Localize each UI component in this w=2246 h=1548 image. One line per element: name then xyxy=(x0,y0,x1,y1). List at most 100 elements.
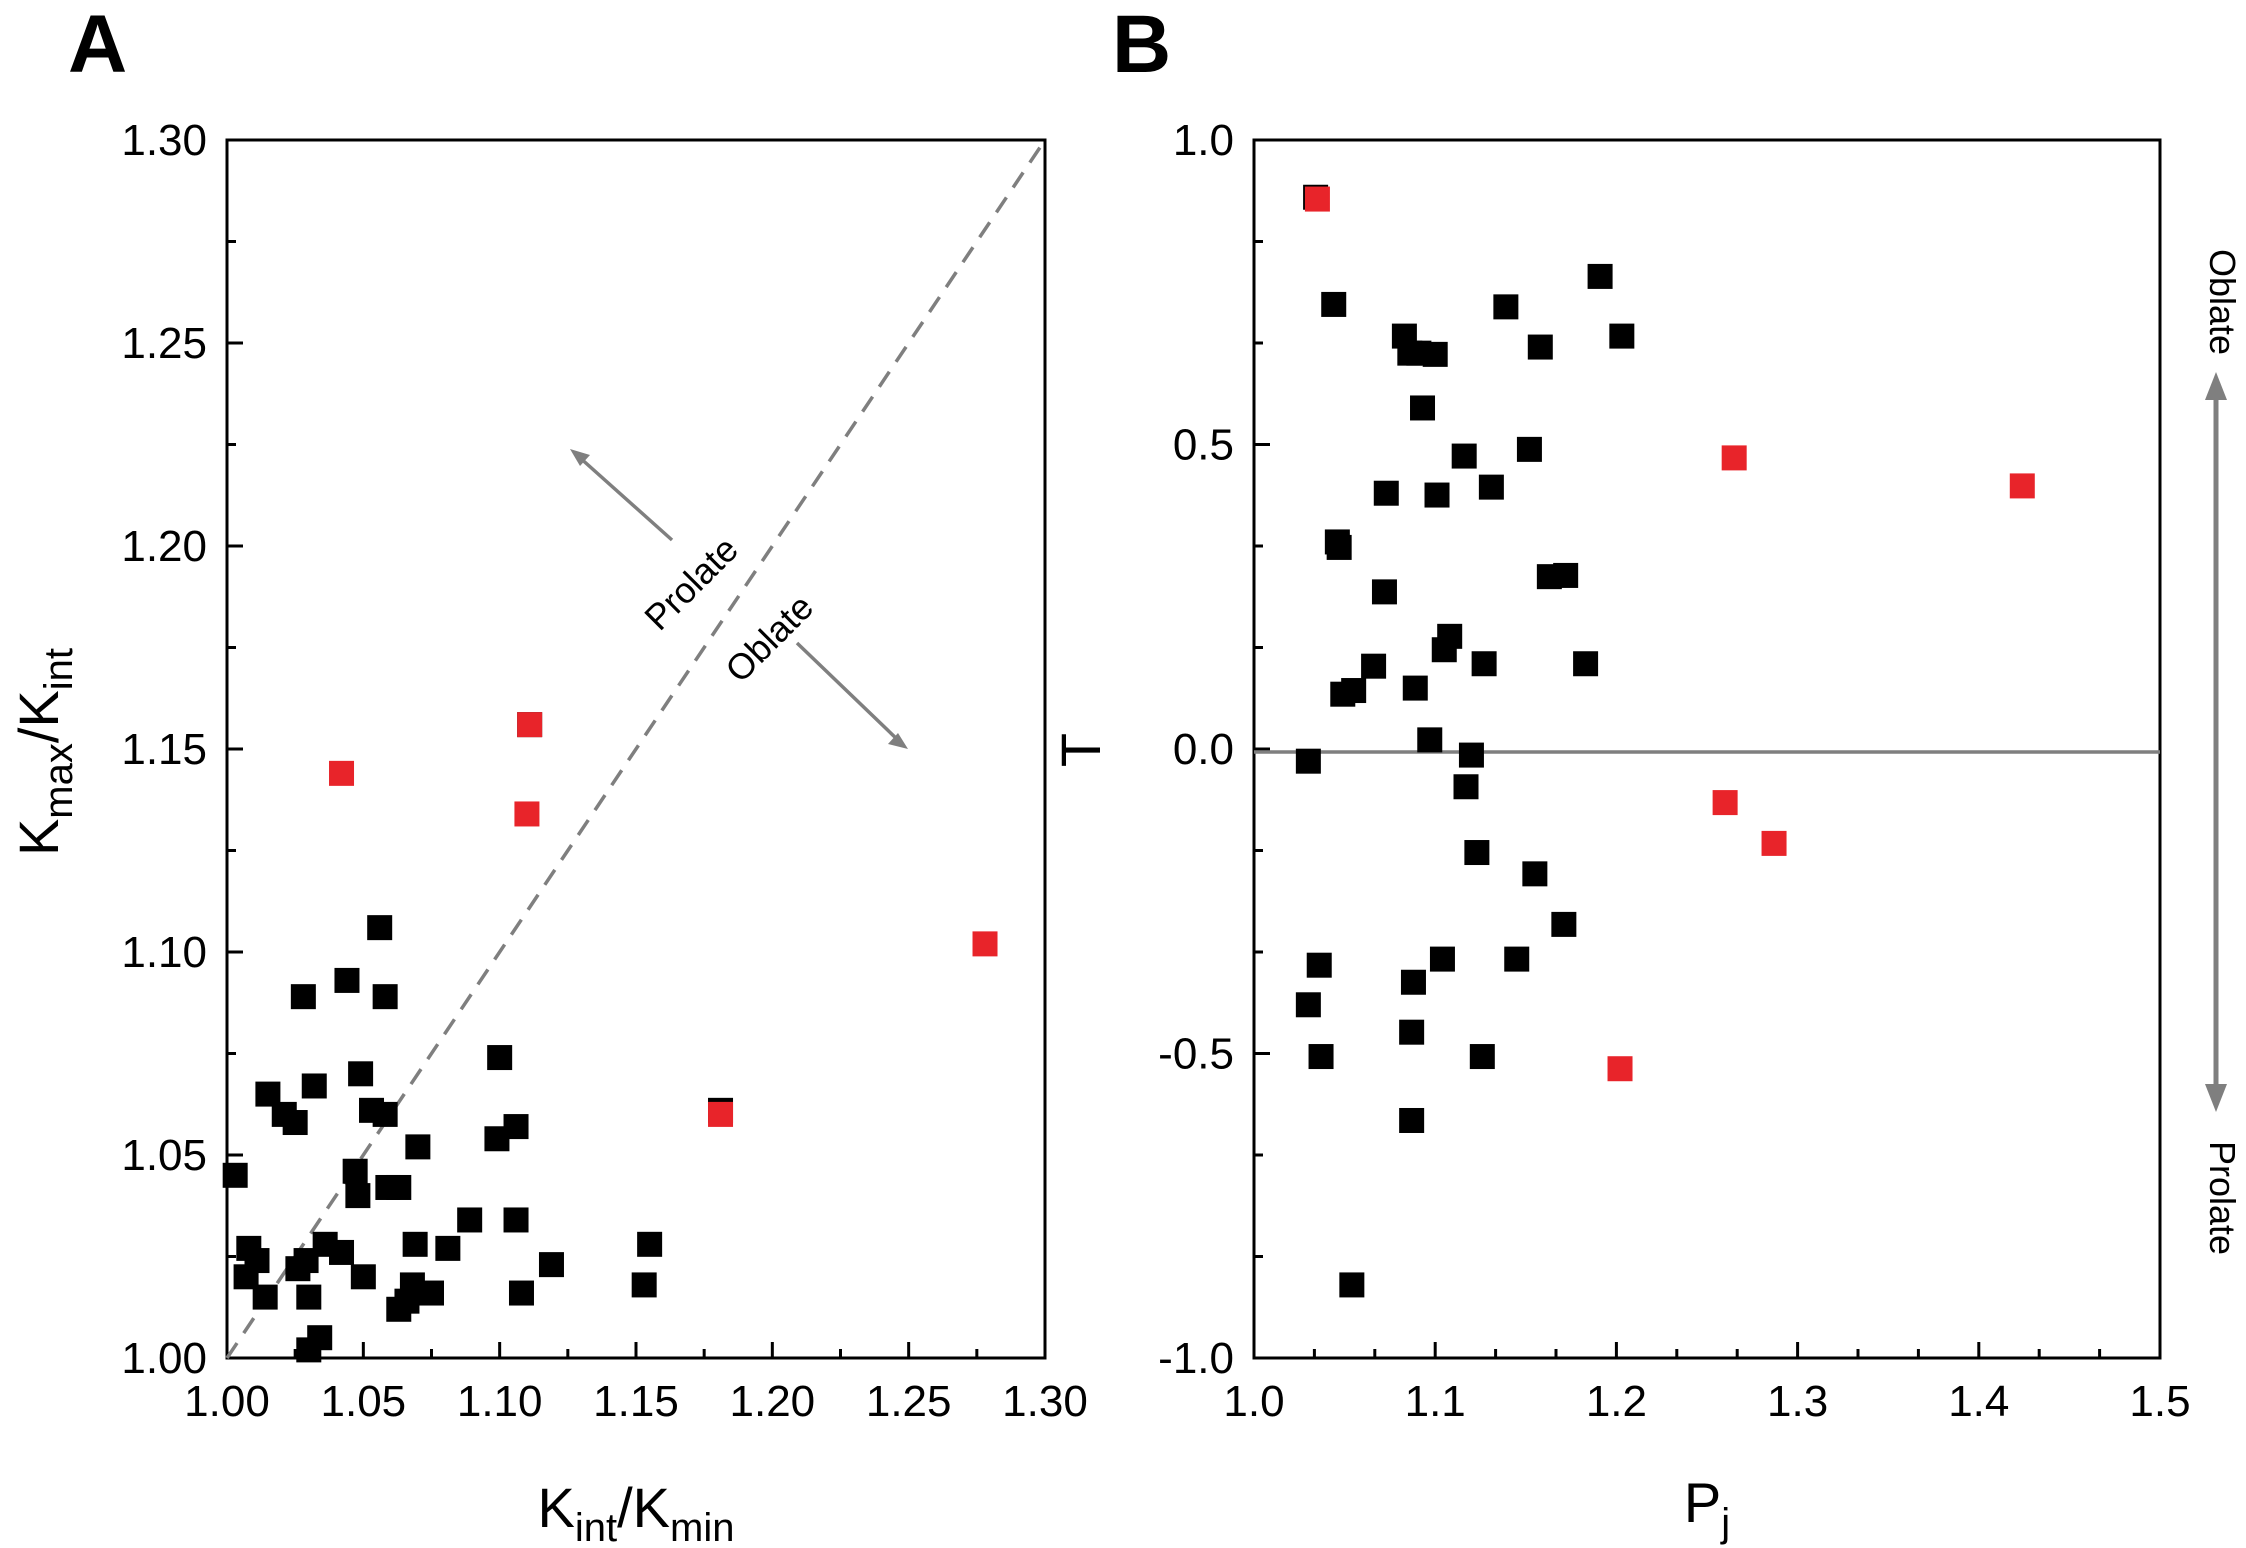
black-data-point xyxy=(1551,911,1577,937)
panel-a-reference-line xyxy=(225,139,1047,1359)
panel-b-y-ticks: 1.0 0.5 0.0 -0.5 -1.0 xyxy=(1158,116,1270,1383)
y-tick-label: 1.30 xyxy=(121,116,207,165)
black-data-point xyxy=(1471,651,1497,677)
x-tick-label: 1.2 xyxy=(1586,1377,1647,1426)
prolate-arrow xyxy=(576,454,674,542)
black-data-point xyxy=(1527,334,1553,360)
red-data-point xyxy=(1721,445,1747,471)
x-title-main: K xyxy=(538,1476,575,1539)
x-title-sub2: min xyxy=(670,1506,734,1548)
red-data-point xyxy=(517,712,543,738)
black-data-point xyxy=(1522,861,1548,887)
red-data-point xyxy=(708,1101,734,1127)
black-data-point xyxy=(1422,341,1448,367)
black-data-point xyxy=(508,1280,534,1306)
black-data-point xyxy=(367,915,393,941)
black-data-point xyxy=(487,1045,513,1071)
black-data-point xyxy=(1587,263,1613,289)
x-tick-label: 1.05 xyxy=(321,1377,407,1426)
side-label-oblate: Oblate xyxy=(2202,249,2243,355)
black-data-point xyxy=(1399,1019,1425,1045)
black-data-point xyxy=(372,984,398,1010)
black-data-point xyxy=(282,1110,308,1136)
black-data-point xyxy=(1339,1272,1365,1298)
panel-a-x-axis-title: Kint/Kmin xyxy=(538,1476,735,1548)
x-tick-label: 1.3 xyxy=(1767,1377,1828,1426)
y-tick-label: 0.5 xyxy=(1173,421,1234,470)
black-data-point xyxy=(348,1061,374,1087)
black-data-point xyxy=(1573,651,1599,677)
black-data-point xyxy=(419,1280,444,1306)
x-tick-label: 1.00 xyxy=(184,1377,270,1426)
x-tick-label: 1.5 xyxy=(2129,1377,2190,1426)
y-tick-label: -0.5 xyxy=(1158,1030,1234,1079)
y-tick-label: 1.15 xyxy=(121,725,207,774)
y-tick-label: 0.0 xyxy=(1173,725,1234,774)
black-data-point xyxy=(296,1284,322,1310)
panel-b-label: B xyxy=(1112,0,1171,90)
black-data-point xyxy=(1431,637,1457,663)
oblate-annotation-text: Oblate xyxy=(717,586,821,690)
prolate-arrow-head xyxy=(570,449,590,466)
panel-a-points xyxy=(222,712,998,1363)
y-title-sub2: int xyxy=(37,648,81,690)
black-data-point xyxy=(252,1284,278,1310)
x-title-sub1: int xyxy=(575,1506,617,1548)
black-data-point xyxy=(1469,1044,1495,1070)
black-data-point xyxy=(1410,395,1436,421)
y-tick-label: 1.0 xyxy=(1173,116,1234,165)
y-tick-label: 1.05 xyxy=(121,1131,207,1180)
red-data-point xyxy=(1761,830,1787,856)
y-title-sub1: max xyxy=(37,743,81,819)
black-data-point xyxy=(1326,534,1352,560)
black-data-point xyxy=(503,1114,529,1140)
black-data-point xyxy=(345,1183,371,1209)
black-data-point xyxy=(1361,653,1387,679)
black-data-point xyxy=(402,1231,428,1257)
black-data-point xyxy=(631,1272,657,1298)
x-tick-label: 1.0 xyxy=(1223,1377,1284,1426)
x-tick-label: 1.30 xyxy=(1002,1377,1088,1426)
x-title-sep: /K xyxy=(617,1476,670,1539)
red-data-point xyxy=(2009,473,2035,499)
y-title-sep: /K xyxy=(7,690,70,743)
pj-title-main: P xyxy=(1684,1471,1721,1534)
black-data-point xyxy=(1399,1107,1425,1133)
black-data-point xyxy=(1609,323,1635,349)
black-data-point xyxy=(1458,742,1484,768)
black-data-point xyxy=(334,967,360,993)
x-tick-label: 1.15 xyxy=(593,1377,679,1426)
x-tick-label: 1.20 xyxy=(730,1377,816,1426)
side-arrow-head-down xyxy=(2205,1084,2227,1112)
black-data-point xyxy=(307,1325,333,1351)
black-data-point xyxy=(457,1207,483,1233)
black-data-point xyxy=(1478,474,1504,500)
black-data-point xyxy=(301,1073,327,1099)
panel-b-x-ticks: 1.0 1.1 1.2 1.3 1.4 1.5 xyxy=(1223,1342,2191,1426)
black-data-point xyxy=(350,1264,376,1290)
panel-b-y-axis-title: T xyxy=(1049,733,1112,767)
black-data-point xyxy=(222,1162,248,1188)
black-data-point xyxy=(1306,952,1332,978)
black-data-point xyxy=(1308,1044,1334,1070)
panel-a-prolate-annotation: Prolate xyxy=(570,449,746,638)
pj-title-sub: j xyxy=(1720,1501,1730,1545)
red-data-point xyxy=(972,931,998,957)
side-arrow-head-up xyxy=(2205,372,2227,400)
panel-a-y-ticks: 1.00 1.05 1.10 1.15 1.20 1.25 1.30 xyxy=(121,116,243,1383)
panel-b-side-indicator: Oblate Prolate xyxy=(2202,249,2243,1255)
side-label-prolate: Prolate xyxy=(2202,1141,2243,1255)
black-data-point xyxy=(1424,482,1450,508)
black-data-point xyxy=(1464,840,1490,866)
black-data-point xyxy=(1504,946,1530,972)
red-data-point xyxy=(1712,790,1738,816)
black-data-point xyxy=(1553,562,1579,588)
black-data-point xyxy=(435,1235,461,1261)
panel-b-frame xyxy=(1252,138,2162,1360)
black-data-point xyxy=(1429,946,1455,972)
black-data-point xyxy=(1417,727,1443,753)
y-title-main: K xyxy=(7,819,70,856)
red-data-point xyxy=(1304,186,1330,212)
x-tick-label: 1.1 xyxy=(1405,1377,1466,1426)
